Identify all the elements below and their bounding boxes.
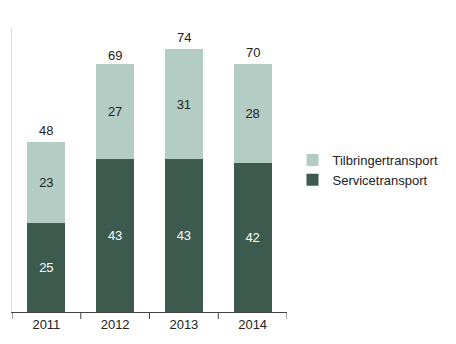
svg-text:69: 69	[108, 48, 122, 63]
svg-text:2013: 2013	[169, 317, 198, 332]
svg-text:2011: 2011	[32, 317, 60, 332]
svg-text:2012: 2012	[101, 317, 130, 332]
svg-text:28: 28	[245, 106, 259, 121]
svg-text:43: 43	[108, 228, 122, 243]
svg-text:43: 43	[177, 228, 191, 243]
svg-text:42: 42	[245, 230, 259, 245]
svg-text:23: 23	[39, 175, 53, 190]
svg-text:31: 31	[177, 97, 191, 112]
svg-text:2014: 2014	[238, 317, 267, 332]
svg-text:70: 70	[246, 45, 260, 60]
svg-text:27: 27	[108, 104, 122, 119]
svg-text:Tilbringertransport: Tilbringertransport	[333, 153, 438, 168]
svg-text:Servicetransport: Servicetransport	[333, 173, 428, 188]
svg-text:48: 48	[39, 123, 53, 138]
svg-text:25: 25	[39, 260, 53, 275]
svg-text:74: 74	[177, 30, 191, 45]
